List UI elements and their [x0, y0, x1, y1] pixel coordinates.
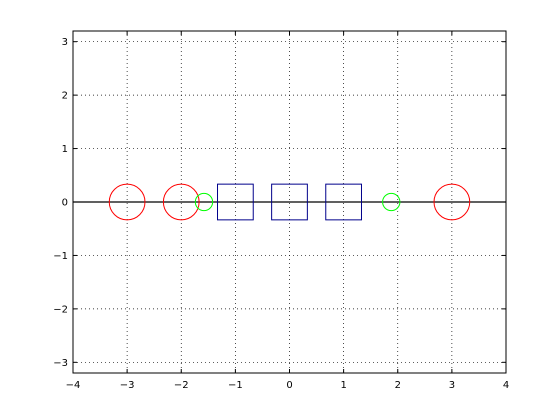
y-tick-label: 2	[62, 91, 68, 102]
x-tick-label: −2	[174, 380, 189, 391]
markers	[108, 183, 471, 221]
y-tick-label: 1	[62, 144, 68, 155]
red-circle-marker	[433, 183, 471, 221]
red-circle-marker	[162, 183, 200, 221]
red-circle-marker	[108, 183, 146, 221]
blue-square-marker	[325, 183, 362, 221]
x-tick-label: −3	[120, 380, 135, 391]
x-tick-label: −4	[66, 380, 81, 391]
x-tick-label: −1	[228, 380, 243, 391]
green-circle-marker	[194, 192, 214, 212]
x-tick-label: 1	[340, 380, 346, 391]
x-tick-label: 2	[395, 380, 401, 391]
x-tick-label: 4	[503, 380, 509, 391]
y-tick-label: 3	[62, 37, 68, 48]
blue-square-marker	[217, 183, 254, 221]
y-tick-label: −2	[53, 304, 68, 315]
green-circle-marker	[382, 192, 401, 212]
x-tick-labels: −4 −3 −2 −1 0 1 2 3 4	[66, 380, 510, 391]
y-tick-label: 0	[62, 198, 68, 209]
blue-square-marker	[271, 183, 308, 221]
ticks	[72, 31, 507, 373]
x-tick-label: 3	[449, 380, 455, 391]
x-tick-label: 0	[286, 380, 292, 391]
y-tick-label: −1	[53, 251, 68, 262]
y-tick-label: −3	[53, 358, 68, 369]
y-tick-labels: −3 −2 −1 0 1 2 3	[53, 37, 68, 369]
